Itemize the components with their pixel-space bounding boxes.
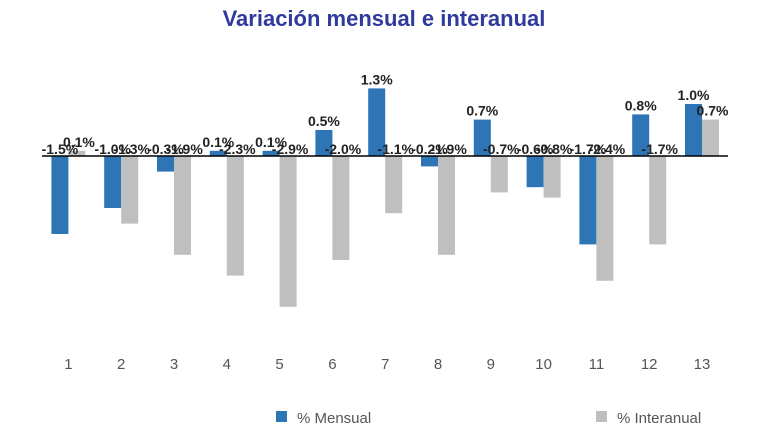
x-tick-9: 9 [487,356,495,373]
label-interanual-6: -2.0% [325,141,362,157]
bars-layer [51,88,719,307]
chart-title: Variación mensual e interanual [222,6,546,31]
label-interanual-8: -1.9% [430,141,467,157]
x-tick-1: 1 [64,356,72,373]
bar-mensual-6 [315,130,333,156]
bar-interanual-6 [332,156,350,260]
x-tick-13: 13 [694,356,711,373]
label-mensual-11: -1.7% [570,141,607,157]
bar-interanual-13 [702,119,719,156]
bar-interanual-2 [121,156,139,224]
x-tick-11: 11 [589,356,605,373]
label-interanual-2: -1.3% [113,141,150,157]
legend-label-mensual: % Mensual [297,410,371,427]
bar-mensual-1 [51,156,69,234]
bar-interanual-11 [596,156,614,281]
label-interanual-11: -2.4% [589,141,626,157]
bar-interanual-3 [174,156,191,255]
bar-mensual-10 [526,156,544,188]
label-mensual-9: 0.7% [466,103,498,119]
x-tick-2: 2 [117,356,125,373]
label-mensual-5: 0.1% [255,134,287,150]
legend-label-interanual: % Interanual [617,410,701,427]
bar-interanual-9 [490,156,508,193]
label-interanual-1: 0.1% [63,134,95,150]
label-mensual-6: 0.5% [308,113,340,129]
x-tick-3: 3 [170,356,178,373]
label-interanual-4: -2.3% [219,141,256,157]
x-tick-4: 4 [223,356,231,373]
x-tick-8: 8 [434,356,442,373]
label-mensual-8: -0.2% [411,141,448,157]
legend: % Mensual % Interanual [276,410,701,427]
label-mensual-3: -0.3% [147,141,184,157]
label-interanual-9: -0.7% [483,141,520,157]
bar-mensual-11 [579,156,597,245]
bar-interanual-12 [649,156,667,245]
bar-interanual-5 [279,156,297,307]
x-tick-labels: 1 2 3 4 5 6 7 8 9 10 11 12 13 [64,356,710,373]
legend-swatch-interanual [596,411,607,422]
label-mensual-10: -0.6% [517,141,554,157]
bar-interanual-4 [226,156,244,276]
legend-swatch-mensual [276,411,287,422]
label-mensual-2: -1.0% [94,141,131,157]
x-tick-12: 12 [641,356,658,373]
bar-interanual-1 [68,150,86,156]
label-mensual-12: 0.8% [625,97,657,113]
label-interanual-5: -2.9% [272,141,309,157]
label-interanual-13: 0.7% [697,103,729,119]
x-tick-7: 7 [381,356,389,373]
bar-mensual-3 [157,156,174,172]
bar-mensual-5 [262,150,280,156]
bar-mensual-13 [685,104,702,156]
label-mensual-7: 1.3% [361,71,393,87]
label-interanual-3: -1.9% [166,141,203,157]
bar-mensual-8 [421,156,438,167]
label-interanual-7: -1.1% [377,141,414,157]
x-tick-10: 10 [535,356,552,373]
data-labels-layer: -1.5%0.1% -1.0%-1.3%-0.3%-1.9% 0.1%-2.3% 0.… [42,71,729,157]
bar-mensual-9 [473,119,491,156]
bar-mensual-12 [632,114,650,156]
label-interanual-10: -0.8% [536,141,573,157]
label-mensual-13: 1.0% [678,87,710,103]
bar-interanual-10 [543,156,561,198]
bar-interanual-8 [438,156,455,255]
label-mensual-1: -1.5% [42,141,79,157]
bar-mensual-4 [209,150,227,156]
label-interanual-12: -1.7% [641,141,678,157]
x-tick-6: 6 [328,356,336,373]
bar-mensual-7 [368,88,386,156]
x-tick-5: 5 [275,356,283,373]
bar-interanual-7 [385,156,403,214]
bar-mensual-2 [104,156,122,208]
label-mensual-4: 0.1% [202,134,234,150]
